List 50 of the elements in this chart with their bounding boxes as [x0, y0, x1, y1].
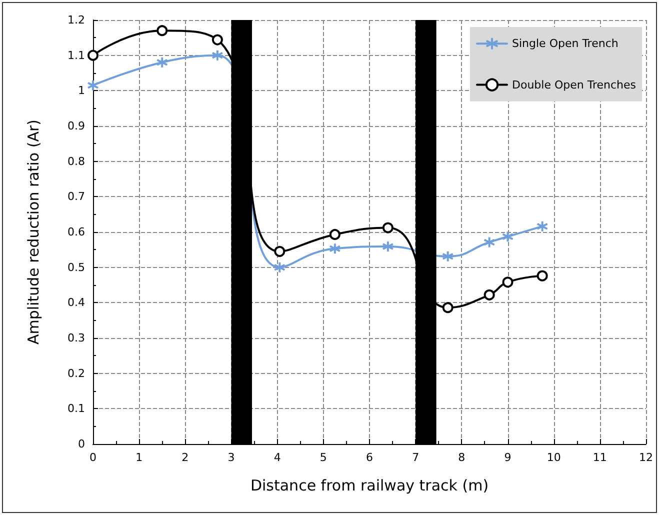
point	[328, 242, 341, 255]
point	[88, 50, 98, 61]
y-tick-label: 0.2	[68, 366, 85, 380]
x-tick-label: 4	[274, 451, 281, 464]
point	[87, 79, 99, 92]
x-axis-title: Distance from railway track (m)	[250, 476, 489, 494]
x-tick-label: 6	[366, 451, 373, 464]
point	[484, 289, 495, 300]
point	[502, 230, 514, 243]
x-tick-label: 2	[182, 451, 189, 464]
y-tick-label: 1	[78, 84, 85, 98]
x-tick-label: 0	[90, 451, 96, 464]
x-tick-label: 12	[639, 451, 653, 464]
y-tick-label: 0.4	[68, 296, 85, 310]
y-tick-label: 1.1	[68, 48, 85, 62]
point	[329, 228, 340, 240]
y-tick-label: 0.9	[68, 120, 85, 132]
point	[502, 276, 514, 288]
y-tick-label: 0.6	[68, 226, 85, 238]
point	[382, 240, 394, 252]
y-tick-label: 1.2	[68, 14, 85, 26]
y-tick-label: 0.5	[68, 260, 85, 274]
point	[382, 222, 394, 234]
x-tick-label: 3	[228, 451, 235, 464]
y-tick-label: 0	[78, 438, 85, 450]
point	[156, 25, 168, 36]
point	[274, 246, 286, 257]
point	[442, 250, 454, 262]
y-tick-label: 0.8	[68, 154, 85, 168]
y-tick-label: 0.3	[68, 332, 85, 344]
point	[536, 220, 548, 232]
point	[211, 49, 224, 62]
legend-label: Double Open Trenches	[512, 78, 636, 92]
point	[156, 56, 168, 68]
x-tick-label: 9	[504, 451, 512, 464]
point	[536, 270, 548, 282]
y-axis-title: Amplitude reduction ratio (Ar)	[24, 120, 42, 344]
x-tick-label: 1	[136, 451, 143, 464]
point	[442, 302, 454, 314]
point	[274, 261, 286, 274]
x-tick-label: 5	[320, 451, 327, 464]
x-tick-label: 11	[592, 451, 607, 464]
y-tick-label: 0.1	[68, 402, 85, 416]
x-tick-label: 8	[458, 451, 466, 464]
x-tick-label: 7	[412, 451, 420, 464]
point	[483, 236, 496, 248]
y-tick-label: 0.7	[68, 190, 85, 204]
x-tick-label: 10	[546, 451, 561, 464]
point	[212, 34, 223, 46]
legend-label: Single Open Trench	[512, 37, 618, 50]
